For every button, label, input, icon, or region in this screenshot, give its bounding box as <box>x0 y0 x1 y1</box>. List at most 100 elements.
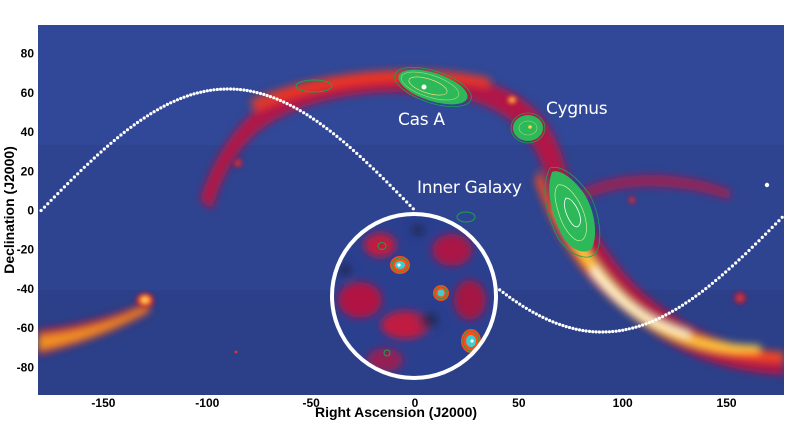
curve-dot <box>159 106 163 110</box>
curve-dot <box>219 87 223 91</box>
curve-dot <box>558 322 562 326</box>
curve-dot <box>594 330 598 334</box>
curve-dot <box>42 205 47 209</box>
curve-dot <box>607 330 612 334</box>
curve-dot <box>624 327 628 332</box>
curve-dot <box>744 252 748 256</box>
curve-dot <box>66 182 70 186</box>
small-contour-upper-left <box>295 79 333 93</box>
curve-dot <box>727 267 731 271</box>
curve-dot <box>69 178 73 182</box>
curve-dot <box>707 284 711 288</box>
curve-dot <box>611 329 615 334</box>
curve-dot <box>514 300 519 304</box>
curve-dot <box>697 292 701 296</box>
curve-dot <box>508 295 512 299</box>
curve-dot <box>641 323 645 327</box>
curve-dot <box>684 301 688 305</box>
curve-dot <box>584 329 588 333</box>
curve-dot <box>202 89 206 94</box>
curve-dot <box>109 141 113 145</box>
curve-dot <box>531 310 535 314</box>
curve-dot <box>225 87 229 91</box>
x-tick-label: -100 <box>195 396 219 410</box>
x-tick-label: -150 <box>91 396 115 410</box>
curve-dot <box>169 101 173 105</box>
y-tick-label: 0 <box>27 204 34 218</box>
curve-dot <box>278 98 282 103</box>
curve-dot <box>155 108 160 112</box>
curve-dot <box>378 173 382 177</box>
curve-dot <box>647 320 651 325</box>
curve-dot <box>498 288 502 292</box>
curve-dot <box>554 321 558 325</box>
cygnus-contours <box>510 112 546 144</box>
curve-dot <box>720 273 725 277</box>
curve-dot <box>152 110 156 114</box>
curve-dot <box>238 88 243 92</box>
curve-dot <box>757 239 761 243</box>
curve-dot <box>654 318 658 322</box>
curve-dot <box>215 87 219 92</box>
curve-dot <box>381 177 385 181</box>
curve-dot <box>627 327 631 331</box>
curve-dot <box>764 232 768 236</box>
curve-dot <box>747 248 751 253</box>
x-tick-label: 150 <box>717 396 737 410</box>
curve-dot <box>119 133 123 137</box>
curve-dot <box>245 88 249 93</box>
curve-dot <box>272 96 276 100</box>
curve-dot <box>268 95 272 99</box>
curve-dot <box>288 103 292 107</box>
curve-dot <box>730 264 735 268</box>
label-cas-a: Cas A <box>398 110 445 130</box>
curve-dot <box>295 107 299 111</box>
curve-dot <box>258 91 263 96</box>
y-tick-label: -40 <box>17 282 35 296</box>
curve-dot <box>46 202 50 206</box>
curve-dot <box>365 161 369 165</box>
label-cygnus: Cygnus <box>546 99 608 119</box>
curve-dot <box>574 327 578 331</box>
curve-dot <box>524 306 528 310</box>
curve-dot <box>302 111 306 115</box>
curve-dot <box>282 100 286 104</box>
curve-dot <box>737 258 741 262</box>
curve-dot <box>122 130 126 134</box>
curve-dot <box>275 97 279 101</box>
curve-dot <box>774 222 778 226</box>
x-tick-label: 100 <box>613 396 633 410</box>
curve-dot <box>262 92 266 96</box>
curve-dot <box>534 312 538 316</box>
curve-dot <box>581 328 585 333</box>
curve-dot <box>72 175 76 179</box>
curve-dot <box>687 299 691 303</box>
curve-dot <box>318 122 322 126</box>
curve-dot <box>591 330 595 334</box>
curve-dot <box>59 188 63 192</box>
curve-dot <box>358 154 362 159</box>
y-tick-label: 60 <box>21 86 35 100</box>
curve-dot <box>242 88 246 92</box>
curve-dot <box>52 195 57 199</box>
curve-dot <box>132 123 136 127</box>
curve-dot <box>315 119 319 123</box>
curve-dot <box>162 104 166 108</box>
curve-dot <box>661 315 665 319</box>
curve-dot <box>308 115 312 119</box>
curve-dot <box>518 302 522 306</box>
curve-dot <box>614 329 618 333</box>
curve-dot <box>179 96 183 101</box>
y-tick-label: 20 <box>21 164 35 178</box>
curve-dot <box>561 323 565 328</box>
x-axis-ticks: -150 -100 -50 0 50 100 150 <box>91 396 736 410</box>
curve-dot <box>325 127 329 131</box>
curve-dot <box>657 316 661 320</box>
curve-dot <box>149 112 153 116</box>
curve-dot <box>637 324 641 328</box>
curve-dot <box>235 87 239 91</box>
curve-dot <box>734 261 738 265</box>
curve-dot <box>62 185 66 189</box>
curve-dot <box>760 235 764 239</box>
